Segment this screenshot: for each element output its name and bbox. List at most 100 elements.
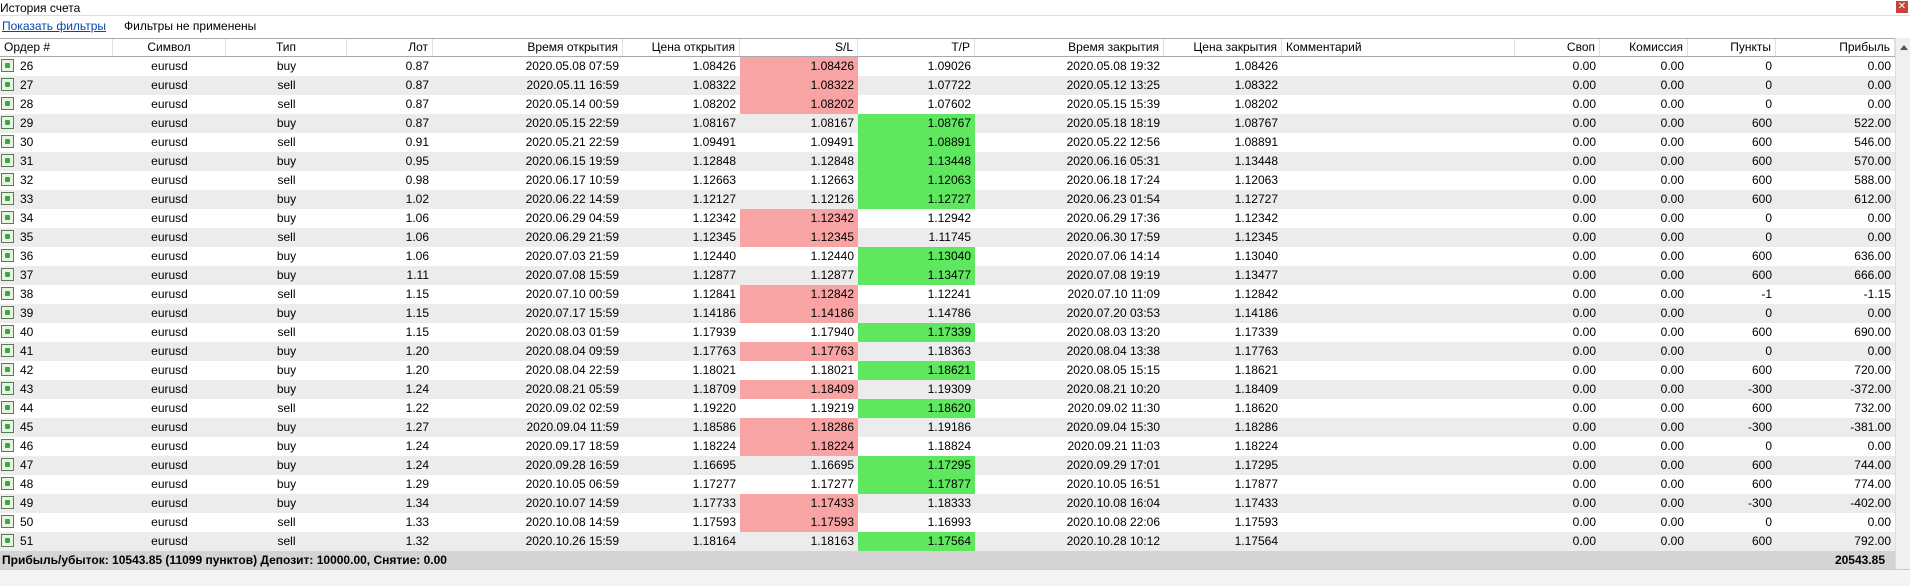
- cell: 0.00: [1572, 439, 1596, 453]
- cell: 1.17433: [1234, 496, 1278, 510]
- cell: [1282, 532, 1515, 551]
- cell: 0.00: [1867, 78, 1891, 92]
- order-number: 48: [20, 477, 34, 491]
- cell: 1.08426: [740, 57, 858, 76]
- cell: 1.16993: [927, 515, 971, 529]
- cell: 2020.06.18 17:24: [1066, 173, 1160, 187]
- cell: buy: [276, 268, 297, 282]
- cell: 1.14186: [692, 306, 736, 320]
- cell: 0.00: [1660, 249, 1684, 263]
- cell: buy: [276, 249, 297, 263]
- cell: 1.12127: [692, 192, 736, 206]
- order-icon: [1, 287, 14, 300]
- order-icon: [1, 344, 14, 357]
- cell: 0.98: [405, 173, 429, 187]
- cell: [1282, 475, 1515, 494]
- order-number: 44: [20, 401, 34, 415]
- cell: 0.00: [1660, 325, 1684, 339]
- cell: 1.18709: [692, 382, 736, 396]
- header-row: Ордер # Символ Тип Лот Время открытия Цена от…: [0, 38, 1895, 57]
- filter-status: Фильтры не применены: [124, 19, 257, 33]
- cell: 2020.07.08 15:59: [525, 268, 619, 282]
- cell: 1.17593: [692, 515, 736, 529]
- cell: 1.08767: [1234, 116, 1278, 130]
- cell: 1.18620: [858, 399, 975, 418]
- trade-row: 27 eurusd sell 0.87 2020.05.11 16:59 1.08322 1…: [0, 76, 1895, 95]
- cell: [1282, 361, 1515, 380]
- cell: 1.06: [405, 211, 429, 225]
- cell: 2020.07.10 11:09: [1067, 287, 1160, 301]
- cell: 1.12663: [810, 173, 854, 187]
- trade-row: 48 eurusd buy 1.29 2020.10.05 06:59 1.17277 1.…: [0, 475, 1895, 494]
- cell: 1.17433: [740, 494, 858, 513]
- cell: [1282, 114, 1515, 133]
- cell: 1.13477: [1234, 268, 1278, 282]
- order-icon: [1, 116, 14, 129]
- cell: 2020.09.04 15:30: [1066, 420, 1160, 434]
- cell: 1.29: [405, 477, 429, 491]
- cell: 720.00: [1854, 363, 1891, 377]
- cell: 1.08202: [740, 95, 858, 114]
- column-header: Цена закрытия: [1164, 39, 1282, 56]
- cell: 1.27: [405, 420, 429, 434]
- cell: [1282, 380, 1515, 399]
- cell: 27: [0, 76, 113, 95]
- cell: 1.17877: [1234, 477, 1278, 491]
- cell: 1.12848: [810, 154, 854, 168]
- trade-row: 30 eurusd sell 0.91 2020.05.21 22:59 1.09491 1…: [0, 133, 1895, 152]
- cell: 0.00: [1660, 268, 1684, 282]
- cell: 1.08202: [1234, 97, 1278, 111]
- order-icon: [1, 401, 14, 414]
- cell: 1.14786: [927, 306, 971, 320]
- cell: buy: [276, 420, 297, 434]
- cell: 0.00: [1572, 344, 1596, 358]
- cell: 1.18021: [692, 363, 736, 377]
- cell: 0.00: [1660, 192, 1684, 206]
- show-filters-link[interactable]: Показать фильтры: [2, 19, 107, 33]
- order-icon: [1, 211, 14, 224]
- cell: 1.24: [405, 439, 429, 453]
- trade-row: 28 eurusd sell 0.87 2020.05.14 00:59 1.08202 1…: [0, 95, 1895, 114]
- cell: eurusd: [151, 78, 188, 92]
- order-number: 43: [20, 382, 34, 396]
- column-header: Прибыль: [1776, 39, 1895, 56]
- cell: 1.12727: [858, 190, 975, 209]
- order-number: 51: [20, 534, 34, 548]
- cell: 2020.06.29 21:59: [525, 230, 619, 244]
- cell: 600: [1751, 135, 1772, 149]
- cell: 2020.05.15 15:39: [1066, 97, 1160, 111]
- status-strip: [0, 569, 1910, 586]
- order-number: 45: [20, 420, 34, 434]
- cell: 600: [1751, 249, 1772, 263]
- close-button[interactable]: ✕: [1896, 1, 1908, 13]
- cell: eurusd: [151, 211, 188, 225]
- cell: buy: [276, 211, 297, 225]
- cell: [1282, 323, 1515, 342]
- column-header: Время закрытия: [975, 39, 1164, 56]
- cell: sell: [277, 135, 296, 149]
- cell: 0.00: [1572, 401, 1596, 415]
- cell: 2020.10.08 22:06: [1066, 515, 1160, 529]
- cell: 1.08891: [858, 133, 975, 152]
- cell: 1.17733: [692, 496, 736, 510]
- cell: 0.00: [1867, 211, 1891, 225]
- order-icon: [1, 173, 14, 186]
- order-number: 27: [20, 78, 34, 92]
- cell: 0.00: [1867, 59, 1891, 73]
- cell: 35: [0, 228, 113, 247]
- cell: eurusd: [151, 173, 188, 187]
- order-icon: [1, 268, 14, 281]
- cell: 0.00: [1572, 268, 1596, 282]
- trade-row: 26 eurusd buy 0.87 2020.05.08 07:59 1.08426 1.…: [0, 57, 1895, 76]
- cell: 2020.05.21 22:59: [525, 135, 619, 149]
- cell: 0.00: [1572, 249, 1596, 263]
- cell: buy: [276, 192, 297, 206]
- cell: eurusd: [151, 268, 188, 282]
- vertical-scrollbar[interactable]: [1895, 38, 1910, 569]
- cell: 1.18224: [1234, 439, 1278, 453]
- cell: 600: [1751, 458, 1772, 472]
- cell: 2020.06.29 17:36: [1066, 211, 1160, 225]
- cell: eurusd: [151, 97, 188, 111]
- cell: 1.16695: [810, 458, 854, 472]
- cell: 1.17277: [692, 477, 736, 491]
